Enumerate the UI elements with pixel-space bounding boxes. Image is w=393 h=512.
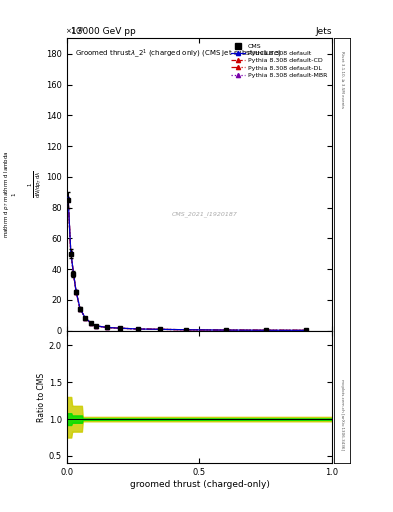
Text: mathrm d$^2$N
mathrm d $p_T$ mathrm d lambda
1: mathrm d$^2$N mathrm d $p_T$ mathrm d la…: [0, 151, 17, 239]
Text: Rivet 3.1.10, ≥ 3.5M events: Rivet 3.1.10, ≥ 3.5M events: [340, 51, 344, 108]
X-axis label: groomed thrust (charged-only): groomed thrust (charged-only): [130, 480, 269, 489]
Text: mcplots.cern.ch [arXiv:1306.3436]: mcplots.cern.ch [arXiv:1306.3436]: [340, 379, 344, 451]
Y-axis label: $\frac{1}{\mathrm{d}N/\mathrm{d}p_T\,\mathrm{d}\lambda}$: $\frac{1}{\mathrm{d}N/\mathrm{d}p_T\,\ma…: [26, 170, 43, 198]
Y-axis label: Ratio to CMS: Ratio to CMS: [37, 372, 46, 421]
Text: Jets: Jets: [316, 27, 332, 36]
Text: 13000 GeV pp: 13000 GeV pp: [71, 27, 136, 36]
Legend: CMS, Pythia 8.308 default, Pythia 8.308 default-CD, Pythia 8.308 default-DL, Pyt: CMS, Pythia 8.308 default, Pythia 8.308 …: [230, 41, 329, 80]
Text: Groomed thrust$\lambda\_2^1$ (charged only) (CMS jet substructure): Groomed thrust$\lambda\_2^1$ (charged on…: [75, 47, 281, 60]
Text: $\times10^0$: $\times10^0$: [66, 26, 85, 37]
Text: CMS_2021_I1920187: CMS_2021_I1920187: [172, 211, 238, 217]
